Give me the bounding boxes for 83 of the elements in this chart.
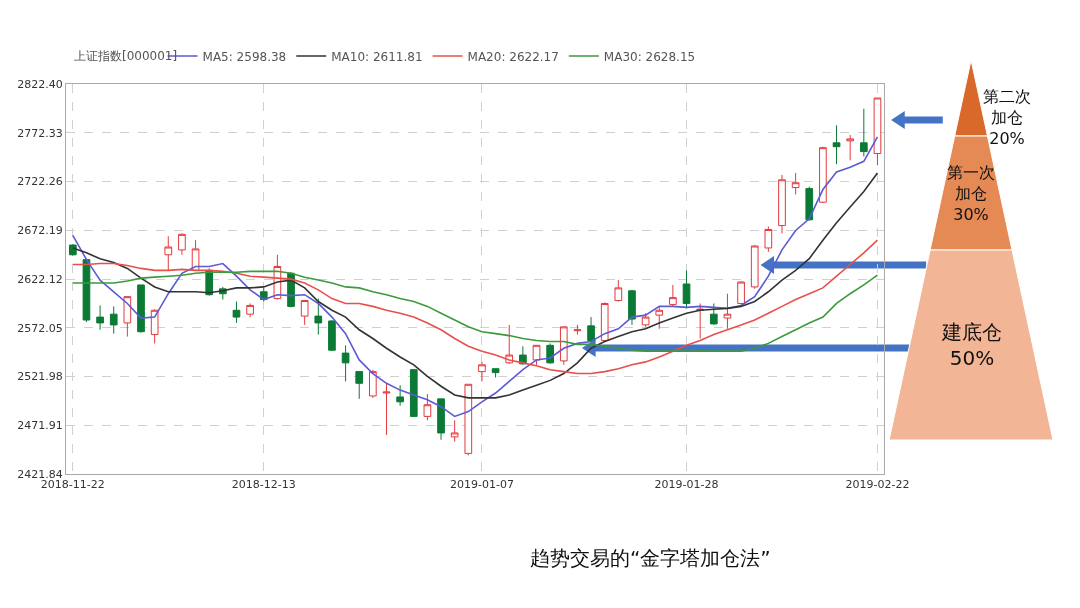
- category-label: 第二次加仓: [983, 87, 1031, 127]
- y-tick-label: 2622.12: [17, 272, 63, 286]
- candlestick: [587, 316, 595, 341]
- data-label: 20%: [989, 128, 1025, 148]
- candlestick: [641, 312, 650, 328]
- candlestick: [873, 97, 882, 166]
- candlestick: [546, 342, 554, 365]
- category-label: 第一次加仓: [947, 163, 995, 203]
- y-tick-label: 2822.40: [17, 77, 63, 91]
- candlestick: [123, 296, 132, 338]
- candlestick: [450, 419, 459, 443]
- candlestick: [819, 146, 827, 204]
- candlestick: [423, 393, 432, 421]
- candlestick: [300, 300, 309, 326]
- candlestick: [396, 384, 404, 407]
- legend-label: MA30: 2628.15: [603, 49, 696, 64]
- x-tick-label: 2019-01-07: [449, 478, 514, 492]
- candlestick: [750, 244, 759, 290]
- candlestick: [82, 258, 91, 323]
- y-tick-label: 2772.33: [17, 126, 63, 140]
- x-tick-label: 2018-12-13: [231, 478, 296, 492]
- candlestick: [778, 174, 786, 234]
- category-label: 建底仓: [941, 320, 1002, 344]
- candlestick: [846, 134, 855, 161]
- y-tick-label: 2572.05: [17, 321, 63, 335]
- candlestick: [328, 319, 336, 352]
- candlestick: [150, 308, 159, 344]
- x-tick-label: 2019-02-22: [845, 478, 910, 492]
- candlestick: [600, 301, 609, 341]
- candlestick: [109, 305, 118, 335]
- line-series: [72, 136, 879, 418]
- candlestick: [805, 186, 814, 222]
- candlestick: [137, 284, 145, 334]
- candlestick: [573, 324, 582, 336]
- line-series: [72, 270, 879, 352]
- x-tick-label: 2018-11-22: [40, 478, 105, 492]
- candlestick: [696, 302, 704, 340]
- legend-label: MA10: 2611.81: [331, 49, 423, 64]
- data-label: 30%: [953, 204, 989, 224]
- candlestick: [355, 371, 364, 400]
- legend-label: MA5: 2598.38: [202, 49, 287, 64]
- candlestick: [464, 383, 473, 456]
- candlestick: [232, 301, 241, 324]
- candlestick: [709, 302, 718, 326]
- candlestick: [164, 235, 173, 271]
- candlestick: [409, 369, 418, 417]
- line-series: [72, 172, 879, 399]
- chart-title: 上证指数[000001]: [74, 49, 178, 64]
- candlestick: [314, 298, 323, 336]
- candlestick: [791, 172, 800, 195]
- candlestick: [682, 269, 691, 309]
- legend-label: MA20: 2622.17: [467, 49, 559, 64]
- candlestick: [737, 280, 745, 305]
- candlestick: [491, 368, 500, 378]
- y-tick-label: 2521.98: [17, 370, 63, 384]
- candlestick: [559, 326, 568, 366]
- candlestick: [382, 382, 391, 436]
- candlestick: [655, 305, 664, 330]
- candlestick: [178, 232, 186, 256]
- y-tick-label: 2471.91: [17, 419, 63, 433]
- candlestick: [437, 398, 445, 441]
- candlestick: [191, 239, 200, 271]
- candlestick: [246, 302, 254, 318]
- text: 趋势交易的“金字塔加仓法”: [530, 546, 771, 570]
- candlestick: [764, 226, 773, 253]
- candlestick: [614, 279, 623, 303]
- y-tick-label: 2421.84: [17, 467, 63, 481]
- candlestick: [478, 361, 486, 382]
- candlestick: [628, 289, 636, 326]
- candlestick: [669, 284, 677, 307]
- y-tick-label: 2722.26: [17, 175, 63, 189]
- candlestick: [369, 369, 377, 399]
- candlestick: [532, 344, 541, 366]
- candlestick: [832, 124, 841, 165]
- candlestick: [341, 344, 350, 382]
- line-series: [72, 239, 879, 375]
- candlestick: [96, 304, 104, 331]
- data-label: 50%: [949, 346, 995, 370]
- candlestick: [68, 243, 77, 257]
- x-tick-label: 2019-01-28: [654, 478, 719, 492]
- candlestick: [723, 293, 732, 330]
- candlestick: [859, 108, 868, 157]
- y-tick-label: 2672.19: [17, 224, 63, 238]
